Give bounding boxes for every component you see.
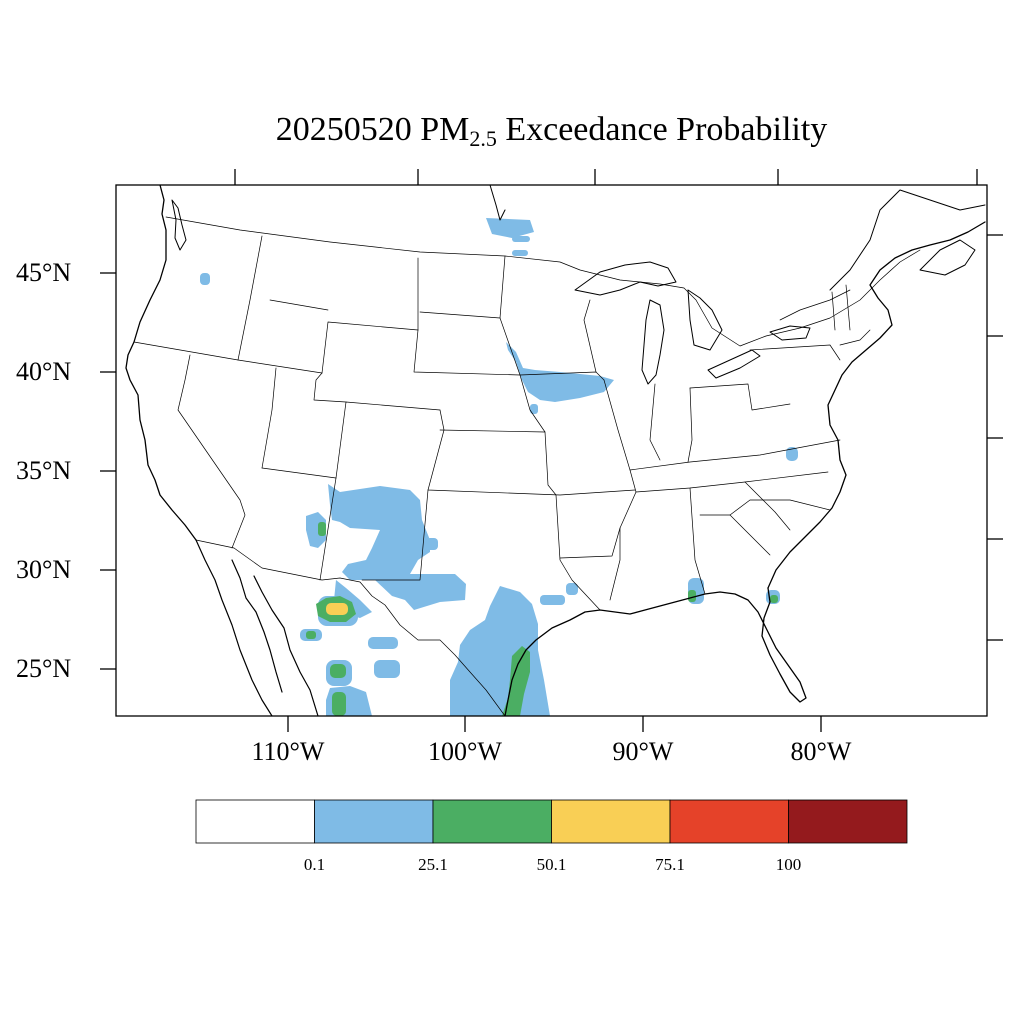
atlantic-coastline — [767, 221, 986, 589]
colorbar-box-0 — [195, 799, 315, 844]
colorbar-box-2 — [432, 799, 552, 844]
title-pm: PM — [420, 111, 470, 148]
lake-ontario — [769, 325, 811, 341]
lon-label-80w: 80°W — [790, 737, 852, 766]
lat-label-40: 40°N — [16, 357, 72, 386]
state-lines — [133, 235, 871, 611]
lake-michigan — [641, 299, 665, 385]
lat-label-45: 45°N — [16, 258, 72, 287]
gulf-coastline — [504, 587, 807, 716]
title-rest: Exceedance Probability — [505, 111, 828, 148]
colorbar-label-3: 75.1 — [655, 855, 685, 874]
probability-shading — [200, 218, 798, 716]
colorbar-box-1 — [314, 799, 434, 844]
right-ticks — [987, 234, 1003, 641]
lat-label-35: 35°N — [16, 456, 72, 485]
colorbar-box-3 — [551, 799, 671, 844]
colorbar-box-4 — [669, 799, 789, 844]
colorbar — [195, 799, 908, 844]
colorbar-label-2: 50.1 — [536, 855, 567, 874]
shading-low — [200, 218, 798, 716]
title-subscript: 2.5 — [469, 126, 497, 151]
top-ticks — [234, 169, 978, 185]
bottom-ticks — [287, 716, 822, 732]
lake-erie — [707, 349, 761, 379]
map-title: 20250520 PM2.5 Exceedance Probability — [116, 108, 987, 152]
colorbar-label-0: 0.1 — [303, 855, 326, 874]
colorbar-box-5 — [788, 799, 908, 844]
lake-superior — [574, 261, 677, 296]
mexico-border — [195, 539, 506, 716]
lon-label-100w: 100°W — [428, 737, 502, 766]
lon-label-110w: 110°W — [251, 737, 325, 766]
lake-huron — [687, 289, 723, 351]
colorbar-label-1: 25.1 — [418, 855, 448, 874]
baja-coastline — [195, 539, 273, 716]
left-ticks — [100, 272, 116, 670]
map-frame — [100, 169, 1003, 732]
title-date: 20250520 — [275, 111, 412, 148]
shading-high — [326, 603, 348, 615]
pacific-coastline — [125, 185, 197, 541]
canada-border — [165, 216, 921, 347]
boundaries — [125, 185, 986, 716]
lat-label-25: 25°N — [16, 654, 72, 683]
lat-label-30: 30°N — [16, 555, 72, 584]
colorbar-label-4: 100 — [775, 855, 802, 874]
lon-label-90w: 90°W — [612, 737, 674, 766]
map-border — [115, 184, 988, 717]
